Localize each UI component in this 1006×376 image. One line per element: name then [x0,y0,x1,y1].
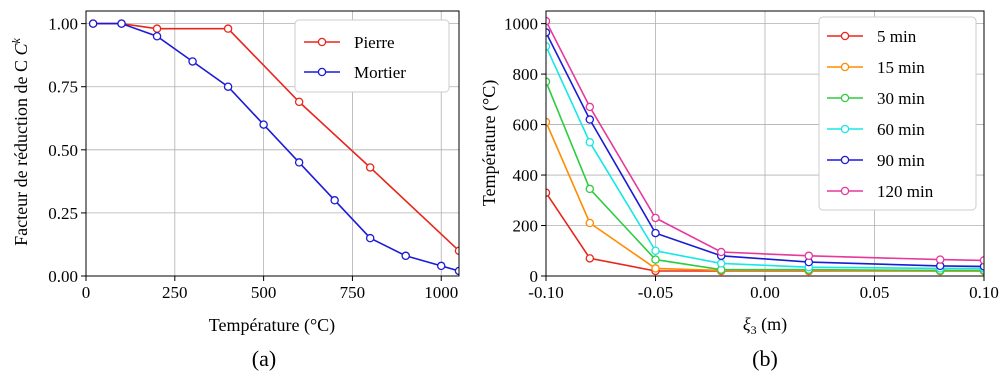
chart-a-ylabel-c: C [11,42,31,55]
chart-a-ytick-label: 0.25 [48,204,78,223]
chart-b-ytick-label: 800 [513,65,539,84]
chart-b-legend-marker-15-min [840,62,850,72]
chart-a-ytick-label: 0.00 [48,267,78,286]
chart-b-legend-marker-120-min [840,186,850,196]
chart-a-ytick-label: 0.50 [48,141,78,160]
chart-a-xtick-label: 250 [162,283,188,302]
chart-b-point-5-min [585,254,595,263]
chart-b-ytick-label: 1000 [504,15,538,34]
chart-a-xlabel: Température (°C) [209,315,335,336]
chart-b-point-30-min [651,255,660,264]
chart-a-point-mortier [188,57,197,66]
chart-a-point-pierre [152,24,162,33]
chart-a-xtick-label: 1000 [424,283,458,302]
chart-b-ytick-label: 0 [530,267,539,286]
chart-b-point-120-min [651,213,660,223]
chart-a-ytick-label: 0.75 [48,78,78,97]
chart-a-point-pierre [294,97,304,107]
chart-a-plot-frame [85,10,460,277]
chart-b-point-120-min [979,256,984,265]
chart-b-point-90-min [651,228,660,238]
chart-b-point-120-min [716,247,726,257]
chart-b-xtick-label: 0.10 [969,283,999,302]
chart-b-legend: 5 min 15 min 30 min 60 min 90 min 120 min [818,16,977,211]
chart-b-ytick-label: 600 [513,116,539,135]
chart-a-series-line-mortier [93,22,459,272]
chart-a-point-mortier [117,19,126,28]
chart-a-point-mortier [259,120,268,129]
chart-b-legend-label-120-min: 120 min [877,182,934,201]
chart-a-point-pierre [365,163,375,172]
chart-a-ylabel: Facteur de réduction de C Ck [9,37,31,245]
chart-a: 0 250 500 750 1000 0.00 0.25 0.50 0.75 1.00 Tempé… [9,10,460,371]
chart-a-legend-marker-pierre [317,37,327,47]
chart-b-legend-label-60-min: 60 min [877,120,925,139]
chart-b-point-60-min [651,246,660,256]
chart-b-xlabel-symbol: ξ [743,314,751,334]
chart-b-legend-marker-30-min [840,93,850,103]
chart-a-legend-label-pierre: Pierre [354,33,395,52]
chart-b-xtick-label: -0.10 [528,283,563,302]
chart-b-xlabel: ξ3 (m) [743,314,787,337]
chart-b-ytick-label: 200 [513,217,539,236]
chart-a-point-mortier [88,19,98,28]
chart-a-point-mortier [401,251,410,261]
chart-b-legend-marker-90-min [840,155,850,165]
chart-b: -0.10 -0.05 0.00 0.05 0.1002004006008001000 … [479,10,999,371]
chart-b-point-90-min [979,262,984,271]
chart-a-legend: Pierre Mortier [294,19,450,93]
chart-b-xtick-label: -0.05 [638,283,673,302]
chart-b-xtick-label: 0.00 [750,283,780,302]
chart-b-ticks: -0.10 -0.05 0.00 0.05 0.10 0 200 400 600 800 1000 [504,15,999,302]
chart-a-point-mortier [436,261,446,271]
chart-a-ylabel-text: Facteur de réduction de C [11,60,31,246]
chart-b-point-120-min [804,251,814,261]
chart-a-ytick-label: 1.00 [48,15,78,34]
chart-b-legend-marker-5-min [840,31,850,41]
chart-b-legend-label-5-min: 5 min [877,27,917,46]
chart-a-legend-marker-mortier [317,67,327,77]
chart-b-point-60-min [716,259,726,268]
chart-b-point-15-min [651,264,660,273]
chart-a-xtick-label: 500 [251,283,277,302]
chart-b-point-90-min [585,115,595,124]
chart-b-legend-label-90-min: 90 min [877,151,925,170]
chart-a-xtick-label: 0 [82,283,91,302]
chart-a-point-mortier [152,31,162,41]
chart-b-point-15-min [585,218,595,228]
chart-b-legend-label-15-min: 15 min [877,58,925,77]
chart-a-legend-box [294,19,450,93]
chart-b-point-30-min [585,184,595,194]
chart-a-xtick-label: 750 [340,283,366,302]
chart-a-point-pierre [223,24,233,33]
chart-a-point-mortier [294,158,304,167]
chart-b-ytick-label: 400 [513,166,539,185]
chart-b-xtick-label: 0.05 [860,283,890,302]
chart-b-ylabel: Température (°C) [479,80,500,206]
chart-a-point-mortier [330,196,339,205]
chart-a-point-mortier [223,82,233,91]
chart-b-point-120-min [935,255,945,264]
chart-a-series [88,19,459,276]
chart-b-point-120-min [585,102,595,112]
chart-a-ylabel-sup: k [9,37,23,43]
chart-b-xlabel-sub: 3 [751,323,757,337]
chart-b-point-60-min [585,137,595,147]
chart-b-legend-label-30-min: 30 min [877,89,925,108]
chart-b-panel-label: (b) [752,346,778,371]
chart-a-panel-label: (a) [252,346,276,371]
chart-a-legend-label-mortier: Mortier [354,63,406,82]
chart-b-xlabel-unit: (m) [757,314,788,335]
chart-b-legend-marker-60-min [840,124,850,134]
chart-a-point-mortier [365,233,375,243]
chart-b-legend-box [818,16,977,211]
chart-a-ticks: 0 250 500 750 1000 0.00 0.25 0.50 0.75 1.00 [48,15,458,302]
